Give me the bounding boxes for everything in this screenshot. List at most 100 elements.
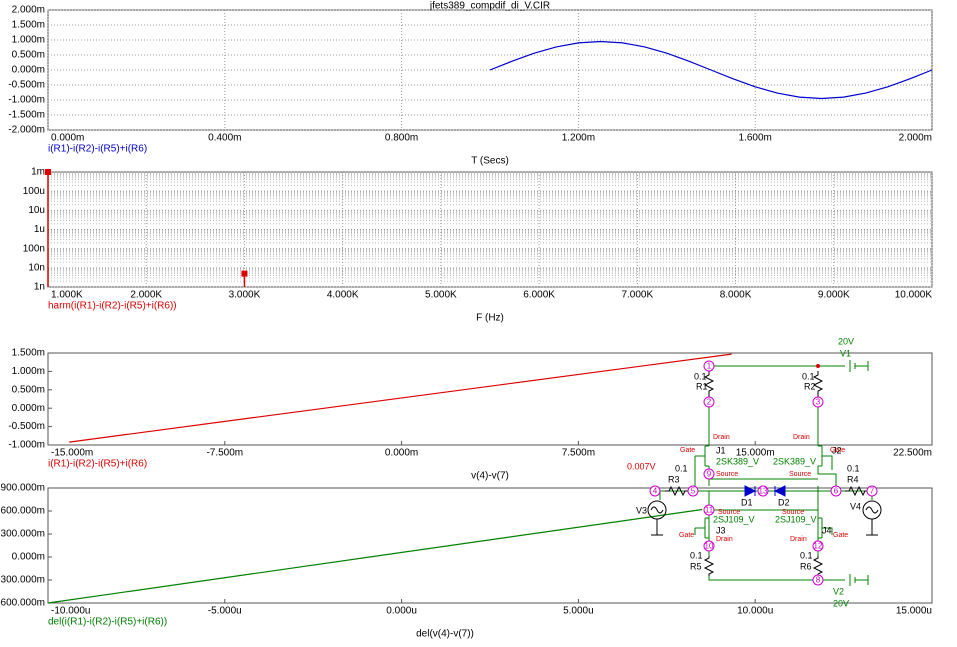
schematic-label: 0.1 bbox=[847, 463, 860, 473]
y-tick-label: -2.000m bbox=[8, 125, 45, 136]
schematic-label: J1 bbox=[716, 445, 726, 455]
y-tick-label: 0.500m bbox=[12, 384, 45, 395]
node-marker bbox=[812, 540, 824, 552]
schematic-label: Gate bbox=[830, 447, 845, 454]
x-tick-label: 0.000m bbox=[51, 133, 84, 144]
y-tick-label: -300.000m bbox=[0, 575, 45, 586]
schematic-label: Source bbox=[789, 471, 811, 478]
x-tick-label: 15.000u bbox=[896, 606, 932, 617]
schematic-label: Source bbox=[718, 509, 740, 516]
schematic-label: 20V bbox=[833, 598, 849, 608]
legend-entry: i(R1)-i(R2)-i(R5)+i(R6) bbox=[48, 459, 147, 470]
x-tick-label: 5.000u bbox=[563, 606, 594, 617]
node-marker bbox=[703, 360, 715, 372]
node-marker bbox=[687, 485, 699, 497]
x-tick-label: -15.000m bbox=[51, 448, 93, 459]
schematic-label: Drain bbox=[716, 536, 733, 543]
y-tick-label: 600.000m bbox=[1, 506, 45, 517]
x-tick-label: 0.400m bbox=[208, 133, 241, 144]
resistor bbox=[665, 485, 688, 497]
node-marker bbox=[812, 396, 824, 408]
y-tick-label: 1u bbox=[34, 224, 45, 235]
x-tick-label: 9.000K bbox=[818, 290, 850, 301]
x-tick-label: 7.500m bbox=[562, 448, 595, 459]
node-number: 13 bbox=[759, 487, 768, 496]
schematic-label: J2 bbox=[832, 445, 842, 455]
schematic-label: Drain bbox=[790, 536, 807, 543]
y-tick-label: 1.500m bbox=[12, 348, 45, 359]
y-tick-label: 1.500m bbox=[12, 20, 45, 31]
source-symbol bbox=[865, 506, 879, 536]
x-tick-label: 22.500m bbox=[893, 448, 932, 459]
schematic-label: R1 bbox=[696, 381, 708, 391]
x-tick-label: 4.000K bbox=[327, 290, 359, 301]
x-axis-label: T (Secs) bbox=[471, 156, 509, 167]
node-marker bbox=[703, 396, 715, 408]
schematic-label: 0.1 bbox=[690, 550, 703, 560]
schematic-label: 2SK389_V bbox=[773, 456, 816, 466]
y-tick-label: -1.000m bbox=[8, 95, 45, 106]
y-tick-label: 10u bbox=[28, 205, 45, 216]
plot-area bbox=[47, 487, 933, 604]
schematic-label: 2SJ109_V bbox=[775, 514, 817, 524]
y-tick-label: 0.000m bbox=[12, 552, 45, 563]
x-tick-label: 5.000K bbox=[425, 290, 457, 301]
legend-entry: del(i(R1)-i(R2)-i(R5)+i(R6)) bbox=[48, 617, 167, 628]
schematic-label: 0.1 bbox=[694, 371, 707, 381]
data-line bbox=[47, 508, 703, 604]
y-tick-label: -0.500m bbox=[8, 80, 45, 91]
wire bbox=[694, 486, 833, 556]
x-tick-label: 15.000m bbox=[736, 448, 775, 459]
schematic-label: V1 bbox=[840, 348, 851, 358]
resistor bbox=[812, 556, 824, 576]
y-tick-label: -1.500m bbox=[8, 110, 45, 121]
node-number: 3 bbox=[816, 398, 821, 407]
x-tick-label: 0.800m bbox=[385, 133, 418, 144]
schematic-label: D2 bbox=[778, 497, 790, 507]
x-tick-label: 2.000m bbox=[899, 133, 932, 144]
node-marker bbox=[703, 468, 715, 480]
y-tick-label: 100n bbox=[23, 243, 45, 254]
schematic-label: Gate bbox=[680, 447, 695, 454]
node-number: 5 bbox=[691, 487, 696, 496]
wire bbox=[708, 574, 869, 586]
schematic-label: J4 bbox=[822, 525, 832, 535]
x-axis-label: v(4)-v(7) bbox=[471, 471, 509, 482]
schematic-label: 0.1 bbox=[800, 550, 813, 560]
data-line bbox=[489, 40, 933, 100]
x-tick-label: 0.000m bbox=[385, 448, 418, 459]
node-marker bbox=[703, 504, 715, 516]
x-tick-label: 1.000K bbox=[51, 290, 83, 301]
node-marker bbox=[830, 485, 842, 497]
x-axis-label: del(v(4)-v(7)) bbox=[416, 629, 474, 640]
y-tick-label: -600.000m bbox=[0, 598, 45, 609]
schematic-label: R5 bbox=[690, 561, 702, 571]
node-number: 2 bbox=[707, 398, 712, 407]
y-tick-label: -1.000m bbox=[8, 440, 45, 451]
y-tick-label: -0.500m bbox=[8, 421, 45, 432]
schematic-label: D1 bbox=[741, 497, 753, 507]
plots: jfets389_compdif_di_V.CIR 2.000m 1.500m 1.0… bbox=[0, 1, 933, 640]
node-number: 11 bbox=[705, 506, 714, 515]
x-tick-label: 10.000K bbox=[895, 290, 933, 301]
node-number: 7 bbox=[870, 487, 875, 496]
schematic-label: R2 bbox=[804, 381, 816, 391]
y-tick-label: 10n bbox=[28, 262, 45, 273]
x-axis-label: F (Hz) bbox=[476, 313, 504, 324]
wire bbox=[659, 456, 873, 505]
x-tick-label: 10.000u bbox=[737, 606, 773, 617]
schematic-label: V4 bbox=[850, 501, 861, 511]
schematic-label: V2 bbox=[833, 586, 844, 596]
node-marker bbox=[812, 574, 824, 586]
resistor bbox=[845, 485, 867, 497]
x-tick-label: 0.000u bbox=[386, 606, 417, 617]
y-tick-label: 1.000m bbox=[12, 35, 45, 46]
schematic-label: 0.1 bbox=[802, 371, 815, 381]
schematic-label: R4 bbox=[847, 474, 859, 484]
x-tick-label: 1.600m bbox=[739, 133, 772, 144]
node-number: 10 bbox=[705, 542, 714, 551]
x-tick-label: -10.000u bbox=[51, 606, 90, 617]
schematic-label: Gate bbox=[679, 532, 694, 539]
